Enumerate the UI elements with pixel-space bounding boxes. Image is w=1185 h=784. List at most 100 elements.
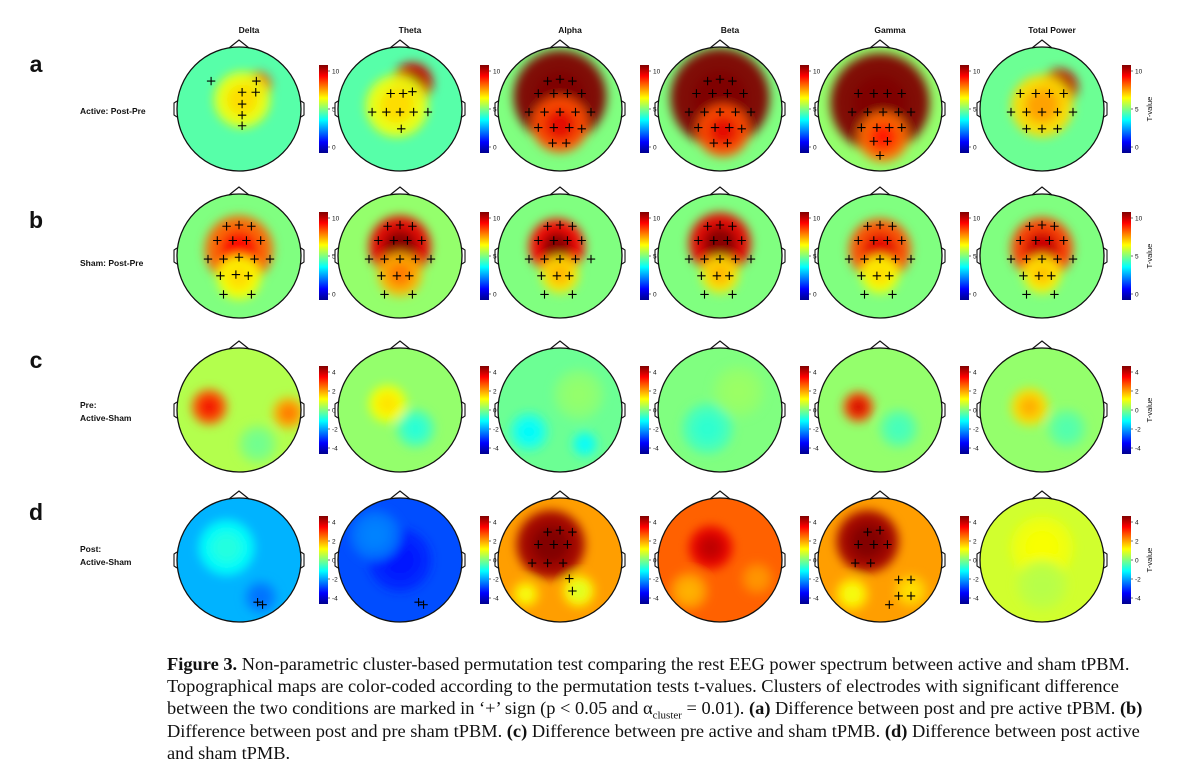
colorbar-title: T-value bbox=[1145, 97, 1154, 122]
significant-electrode-marker bbox=[854, 236, 863, 245]
colorbar-tick-label: 4 bbox=[653, 520, 657, 527]
colorbar bbox=[480, 212, 489, 300]
left-ear-marker bbox=[494, 551, 499, 569]
colorbar-title: T-value bbox=[1145, 548, 1154, 573]
right-ear-marker bbox=[941, 247, 946, 265]
caption-text-2: = 0.01). bbox=[681, 698, 749, 719]
nose-marker bbox=[389, 340, 411, 350]
topomap-c-delta: 4 2 0 -2 -4 bbox=[173, 340, 338, 473]
significant-electrode-marker bbox=[565, 574, 574, 583]
colorbar-tick-label: 10 bbox=[973, 216, 981, 223]
nose-marker bbox=[709, 490, 731, 500]
head-outline bbox=[497, 347, 623, 473]
significant-electrode-marker bbox=[1059, 236, 1068, 245]
significant-electrode-marker bbox=[247, 290, 256, 299]
caption-d-label: (d) bbox=[884, 720, 908, 741]
significant-electrode-marker bbox=[382, 107, 391, 117]
head-outline bbox=[657, 347, 783, 473]
row-letter-d: d bbox=[29, 499, 43, 525]
topomap-d-alpha: 420-2-4 bbox=[494, 490, 659, 623]
colorbar-tick-label: 4 bbox=[973, 370, 977, 377]
colorbar bbox=[800, 65, 809, 153]
significant-electrode-marker bbox=[562, 138, 571, 148]
topomap-blob-core bbox=[544, 109, 576, 140]
colorbar-tick-label: 4 bbox=[973, 520, 977, 527]
right-ear-marker bbox=[300, 551, 305, 569]
nose-marker bbox=[228, 490, 250, 500]
colorbar-tick-label: 5 bbox=[332, 254, 336, 261]
significant-electrode-marker bbox=[894, 107, 903, 117]
topomap-blob-core bbox=[678, 580, 700, 602]
significant-electrode-marker bbox=[746, 254, 756, 264]
colorbar-tick-label: 2 bbox=[493, 539, 497, 546]
colorbar-tick-label: 5 bbox=[332, 107, 336, 114]
head-outline bbox=[817, 347, 943, 473]
colorbar-tick-label: 10 bbox=[332, 69, 340, 76]
significant-electrode-marker bbox=[555, 107, 565, 117]
nose-marker bbox=[228, 39, 250, 49]
significant-electrode-marker bbox=[866, 558, 875, 568]
significant-electrode-marker bbox=[863, 222, 872, 231]
significant-electrode-marker bbox=[219, 254, 228, 264]
significant-electrode-marker bbox=[537, 271, 546, 281]
significant-electrode-marker bbox=[549, 89, 558, 98]
head-outline bbox=[657, 46, 783, 172]
topomap-c-beta: 420-2-4 bbox=[654, 340, 819, 473]
topomap-blob-core bbox=[226, 84, 258, 116]
significant-electrode-marker bbox=[543, 76, 552, 86]
topomap-blob-core bbox=[1031, 264, 1053, 285]
nose-marker bbox=[228, 340, 250, 350]
significant-electrode-marker bbox=[555, 220, 565, 230]
significant-electrode-marker bbox=[548, 138, 557, 148]
significant-electrode-marker bbox=[1045, 89, 1054, 98]
nose-marker bbox=[709, 186, 731, 196]
colorbar bbox=[640, 516, 649, 604]
significant-electrode-marker bbox=[398, 89, 408, 98]
right-ear-marker bbox=[621, 401, 626, 419]
row-letter-b: b bbox=[29, 207, 43, 233]
significant-electrode-marker bbox=[251, 88, 260, 97]
colorbar-tick-label: -4 bbox=[653, 596, 659, 603]
significant-electrode-marker bbox=[715, 75, 725, 84]
significant-electrode-marker bbox=[534, 89, 543, 98]
colorbar-tick-label: 4 bbox=[813, 520, 817, 527]
right-ear-marker bbox=[1103, 247, 1108, 265]
significant-electrode-marker bbox=[577, 124, 586, 134]
left-ear-marker bbox=[976, 551, 981, 569]
significant-electrode-marker bbox=[395, 107, 405, 117]
head-outline bbox=[979, 347, 1105, 473]
topomap-blob-core bbox=[698, 535, 723, 560]
colorbar-tick-label: 2 bbox=[1135, 539, 1139, 546]
significant-electrode-marker bbox=[725, 271, 734, 281]
head-outline bbox=[497, 46, 623, 172]
head-outline bbox=[337, 193, 463, 319]
colorbar bbox=[800, 366, 809, 454]
significant-electrode-marker bbox=[392, 271, 402, 281]
colorbar-tick-label: -2 bbox=[493, 427, 499, 434]
right-ear-marker bbox=[461, 247, 466, 265]
significant-electrode-marker bbox=[219, 290, 228, 299]
significant-electrode-marker bbox=[731, 254, 740, 264]
colorbar-tick-label: -4 bbox=[493, 446, 499, 453]
significant-electrode-marker bbox=[694, 123, 703, 132]
significant-electrode-marker bbox=[684, 107, 694, 117]
topomap-blob-core bbox=[518, 421, 540, 442]
significant-electrode-marker bbox=[1022, 290, 1031, 299]
head-outline bbox=[337, 347, 463, 473]
colorbar-tick-label: 0 bbox=[1135, 145, 1139, 152]
colorbar-tick-label: -4 bbox=[332, 446, 338, 453]
right-ear-marker bbox=[941, 100, 946, 118]
significant-electrode-marker bbox=[869, 137, 878, 146]
topomap-blob-core bbox=[519, 587, 533, 601]
right-ear-marker bbox=[300, 247, 305, 265]
head-outline bbox=[817, 497, 943, 623]
significant-electrode-marker bbox=[414, 597, 423, 607]
left-ear-marker bbox=[976, 401, 981, 419]
significant-electrode-marker bbox=[403, 236, 412, 245]
topomap-d-delta: 4 2 0 -2 -4 bbox=[173, 490, 338, 623]
significant-electrode-marker bbox=[374, 236, 383, 245]
significant-electrode-marker bbox=[377, 271, 386, 281]
significant-electrode-marker bbox=[715, 220, 725, 230]
significant-electrode-marker bbox=[888, 222, 897, 231]
head-outline bbox=[979, 46, 1105, 172]
